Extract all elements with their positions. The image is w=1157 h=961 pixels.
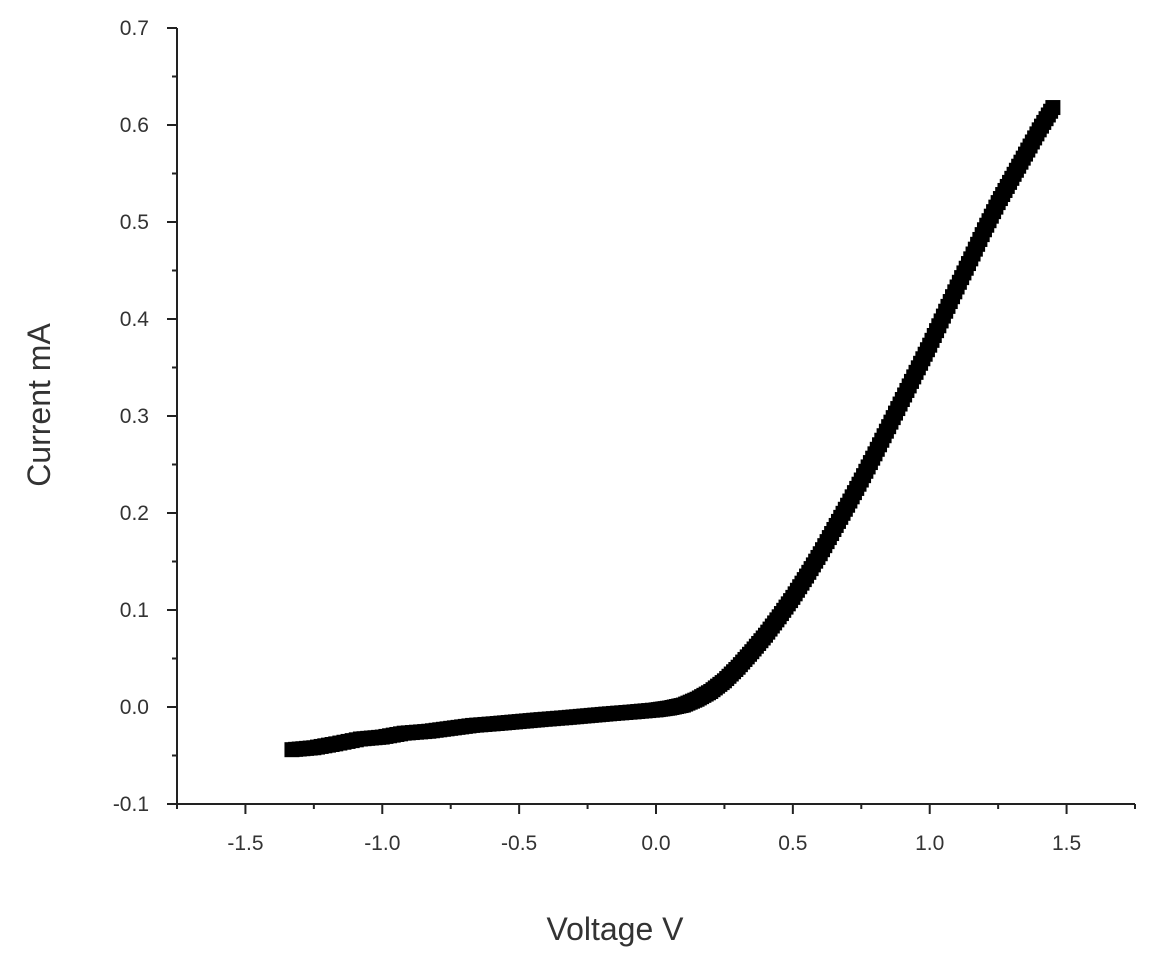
y-axis-ticks: -0.1 0.0 0.1 0.2 0.3 0.4 0.5 0.6 0.7 xyxy=(113,17,177,816)
x-tick-label: -1.0 xyxy=(364,832,400,855)
x-tick-label: -1.5 xyxy=(227,832,263,855)
x-tick-label: 0.0 xyxy=(641,832,670,855)
x-tick-label: -0.5 xyxy=(501,832,537,855)
x-axis-title: Voltage V xyxy=(547,911,685,947)
y-axis-title: Current mA xyxy=(21,323,57,487)
y-tick-label: -0.1 xyxy=(113,793,149,816)
x-tick-label: 0.5 xyxy=(778,832,807,855)
y-tick-label: 0.1 xyxy=(120,599,149,622)
data-series xyxy=(284,100,1061,758)
x-tick-label: 1.5 xyxy=(1052,832,1081,855)
y-tick-label: 0.5 xyxy=(120,211,149,234)
y-tick-label: 0.2 xyxy=(120,502,149,525)
x-axis-ticks: -1.5 -1.0 -0.5 0.0 0.5 1.0 1.5 xyxy=(176,804,1136,855)
data-point xyxy=(1045,100,1061,116)
y-tick-label: 0.7 xyxy=(120,17,149,40)
x-tick-label: 1.0 xyxy=(915,832,944,855)
y-tick-label: 0.4 xyxy=(120,308,150,331)
y-tick-label: 0.3 xyxy=(120,405,149,428)
y-tick-label: 0.6 xyxy=(120,114,149,137)
plot-axes xyxy=(176,28,1135,805)
y-tick-label: 0.0 xyxy=(120,696,149,719)
